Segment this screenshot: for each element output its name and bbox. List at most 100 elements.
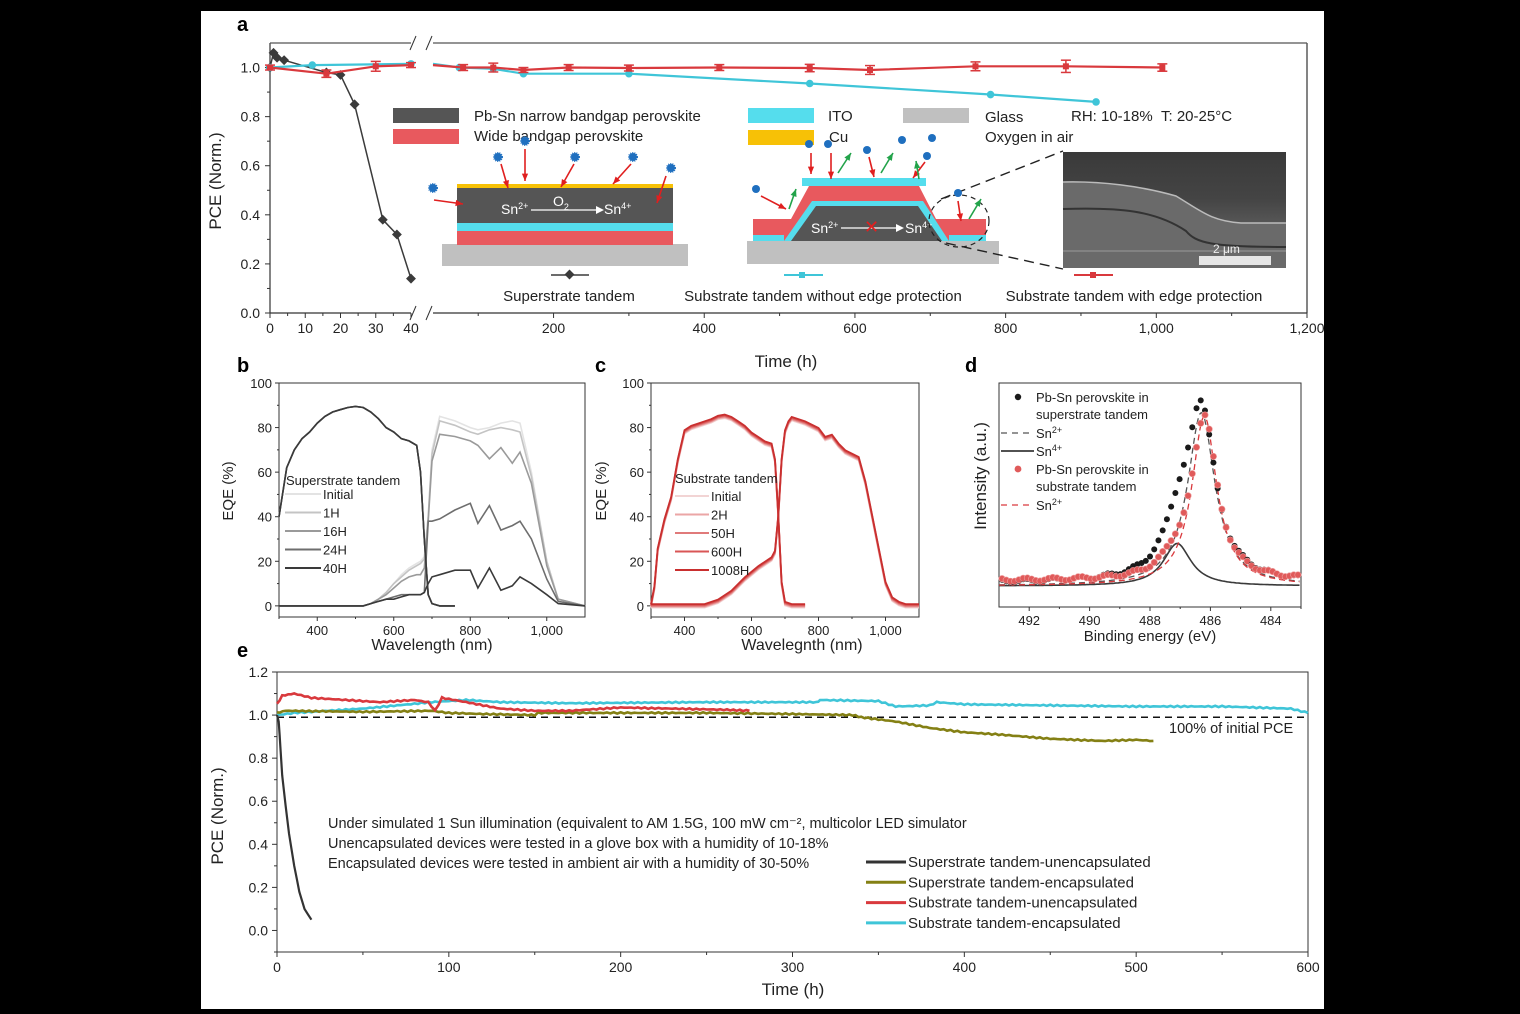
y-tick-label: 60 bbox=[630, 465, 644, 480]
scale-bar bbox=[1199, 256, 1271, 265]
arrowhead-icon bbox=[656, 195, 663, 203]
legend-point-red-icon bbox=[1014, 465, 1022, 473]
data-point bbox=[806, 65, 813, 72]
data-point-substrate bbox=[1197, 419, 1205, 427]
legend-label-wide: Wide bandgap perovskite bbox=[474, 128, 643, 145]
y-tick-label: 0.2 bbox=[241, 256, 261, 272]
zoom-line-bottom bbox=[945, 242, 1064, 270]
panel-d-series bbox=[998, 397, 1302, 587]
legend-label-superstrate: Superstrate tandem bbox=[503, 288, 635, 305]
sub-pbsn-layer bbox=[791, 206, 942, 241]
data-point-substrate bbox=[1226, 536, 1234, 544]
y-tick-label: 0.2 bbox=[249, 879, 269, 895]
legend-label: 40H bbox=[323, 561, 347, 576]
arrowhead-icon bbox=[613, 176, 621, 184]
data-point bbox=[625, 65, 632, 72]
data-point bbox=[377, 214, 388, 225]
panel-d-chart: 492 490 488 486 484 Intensity (a.u.) Binding… bbox=[971, 382, 1302, 645]
panel-b-legend: Superstrate tandem Initial 1H 16H 24H 40H bbox=[285, 473, 400, 576]
bottom-cell-curve bbox=[279, 566, 586, 607]
series-substrate-tandem-encapsulated bbox=[276, 697, 1309, 717]
data-point bbox=[372, 63, 379, 70]
data-point-substrate bbox=[1222, 523, 1230, 531]
data-point-substrate bbox=[1154, 553, 1162, 561]
panel-e-series bbox=[275, 692, 1309, 921]
y-tick-label: 0.6 bbox=[249, 793, 269, 809]
panel-b-chart: 0 20 40 60 80 100 400 600 800 1,000 EQE (%) Wavel… bbox=[220, 376, 586, 654]
data-point-substrate bbox=[1214, 481, 1222, 489]
y-tick-label: 80 bbox=[630, 421, 644, 436]
legend-label-pbsn: Pb-Sn narrow bandgap perovskite bbox=[474, 108, 701, 125]
sub-sn4-label: Sn4+ bbox=[905, 220, 932, 236]
legend-label: 16H bbox=[323, 524, 347, 539]
panel-a-ylabel: PCE (Norm.) bbox=[206, 132, 225, 229]
plot-frame bbox=[650, 382, 920, 618]
data-point bbox=[406, 273, 416, 284]
series-600h bbox=[650, 414, 919, 606]
condition-rh: RH: 10-18% bbox=[1071, 108, 1153, 125]
annotation-line-2: Unencapsulated devices were tested in a … bbox=[328, 836, 829, 852]
arrowhead-icon bbox=[502, 180, 509, 188]
panel-e-xlabel: Time (h) bbox=[762, 980, 825, 999]
legend-label: Initial bbox=[323, 487, 353, 502]
data-point-superstrate bbox=[1142, 557, 1149, 564]
blocked-cross-icon: ✕ bbox=[864, 217, 879, 237]
x-tick-label: 200 bbox=[609, 959, 633, 975]
circle-marker-icon bbox=[799, 272, 805, 278]
legend-label-substrate-edge: Substrate tandem with edge protection bbox=[1006, 288, 1263, 305]
reaction-arrowhead bbox=[596, 206, 604, 214]
arrowhead-icon bbox=[827, 171, 835, 179]
legend-label: substrate tandem bbox=[1036, 479, 1136, 494]
data-point bbox=[279, 55, 290, 66]
series-40h bbox=[278, 405, 586, 607]
sub-ito-right bbox=[949, 235, 986, 241]
reference-line-label: 100% of initial PCE bbox=[1169, 721, 1293, 737]
y-tick-label: 1.0 bbox=[249, 707, 269, 723]
axis-break-mark bbox=[425, 35, 433, 51]
oxygen-molecule-icon bbox=[863, 146, 871, 154]
data-point-substrate bbox=[1218, 505, 1226, 513]
y-tick-label: 1.0 bbox=[241, 60, 261, 76]
series-50h bbox=[650, 415, 919, 607]
panel-d-letter: d bbox=[965, 355, 977, 377]
data-point bbox=[267, 64, 273, 71]
x-tick-label: 800 bbox=[994, 320, 1018, 336]
y-tick-label: 0.8 bbox=[241, 109, 261, 125]
arrowhead-icon bbox=[956, 213, 963, 221]
sn4-fit-curve bbox=[999, 542, 1300, 587]
data-point bbox=[408, 62, 414, 69]
panel-d-xlabel: Binding energy (eV) bbox=[1084, 628, 1217, 645]
x-tick-label: 600 bbox=[383, 623, 405, 638]
arrowhead-icon bbox=[844, 153, 851, 161]
panel-e-legend: Superstrate tandem-unencapsulated Superst… bbox=[866, 854, 1151, 932]
sub-reaction-arrowhead bbox=[896, 224, 904, 232]
data-point bbox=[716, 64, 723, 71]
arrowhead-icon bbox=[455, 199, 463, 207]
data-point-superstrate bbox=[1159, 527, 1166, 534]
y-tick-label: 1.2 bbox=[249, 664, 269, 680]
legend-label-cu: Cu bbox=[829, 129, 848, 146]
legend-swatch-ito bbox=[748, 108, 814, 123]
panel-c-chart: 0 20 40 60 80 100 400 600 800 1,000 EQE (%) Wavel… bbox=[593, 376, 920, 654]
data-point-substrate bbox=[1193, 443, 1201, 451]
data-point bbox=[1159, 64, 1166, 71]
panel-b-letter: b bbox=[237, 355, 249, 377]
y-tick-label: 40 bbox=[630, 510, 644, 525]
substrate-schematic: Sn2+ ✕ Sn4+ bbox=[747, 134, 1064, 270]
x-tick-label: 600 bbox=[843, 320, 867, 336]
x-tick-label: 400 bbox=[306, 623, 328, 638]
arrowhead-icon bbox=[886, 153, 893, 161]
x-tick-label: 1,000 bbox=[530, 623, 563, 638]
legend-label: Pb-Sn perovskite in bbox=[1036, 390, 1149, 405]
y-tick-label: 80 bbox=[258, 421, 272, 436]
data-point bbox=[1062, 63, 1069, 70]
data-point bbox=[323, 70, 330, 77]
bottom-cell-curve bbox=[651, 418, 919, 608]
data-point bbox=[972, 63, 979, 70]
arrowhead-icon bbox=[778, 202, 786, 209]
panel-e-letter: e bbox=[237, 640, 248, 662]
legend-label: Pb-Sn perovskite in bbox=[1036, 462, 1149, 477]
panel-b-legend-title: Superstrate tandem bbox=[286, 473, 400, 488]
top-cell-curve bbox=[278, 405, 455, 607]
scale-bar-label: 2 μm bbox=[1213, 242, 1240, 256]
